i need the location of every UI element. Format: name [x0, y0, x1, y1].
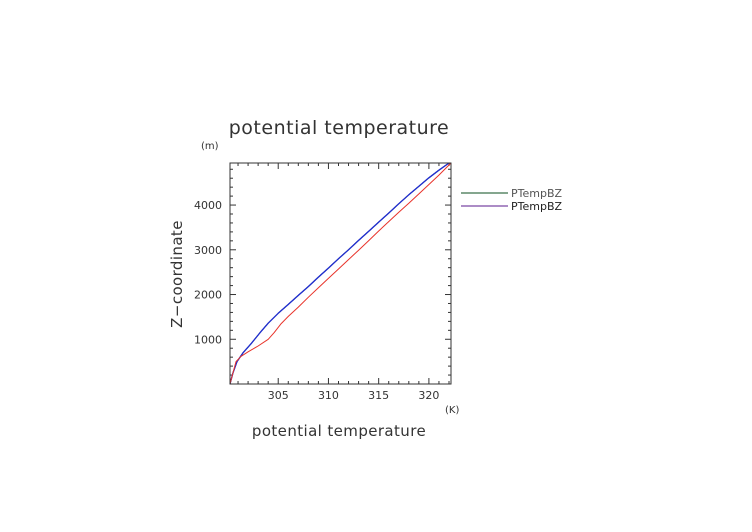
plot-frame [229, 162, 452, 385]
series-line-4 [229, 162, 452, 385]
x-tick-label: 310 [318, 389, 339, 402]
x-tick-label: 320 [418, 389, 439, 402]
x-tick-label: 305 [268, 389, 289, 402]
y-tick-label: 1000 [194, 333, 222, 346]
y-tick-label: 3000 [194, 244, 222, 257]
y-tick-label: 4000 [194, 199, 222, 212]
series-layer [229, 162, 452, 385]
legend-label-2: PTempBZ [511, 200, 562, 213]
y-tick-label: 2000 [194, 289, 222, 302]
x-tick-label: 315 [368, 389, 389, 402]
x-axis-label: potential temperature [252, 422, 426, 440]
series-line-3 [229, 162, 450, 385]
x-axis-unit: (K) [445, 405, 459, 416]
y-axis-unit: (m) [201, 141, 219, 152]
axis-ticks: 305 310 315 320 1000 2000 3000 4000 [194, 163, 451, 402]
legend-label-1: PTempBZ [511, 187, 562, 200]
y-axis-label: Z−coordinate [168, 220, 186, 328]
chart-title: potential temperature [229, 117, 449, 139]
